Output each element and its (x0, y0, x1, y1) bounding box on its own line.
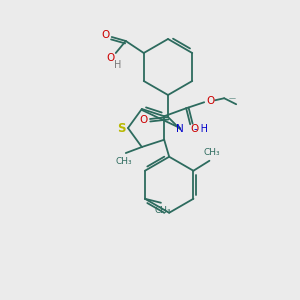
Text: CH₃: CH₃ (203, 148, 220, 157)
Text: S: S (117, 122, 125, 134)
Text: H: H (114, 60, 122, 70)
Text: O: O (190, 124, 198, 134)
Text: CH₃: CH₃ (116, 157, 132, 166)
Text: O: O (140, 115, 148, 125)
Text: - H: - H (194, 124, 208, 134)
Text: O: O (206, 96, 214, 106)
Text: N: N (176, 124, 184, 134)
Text: CH₃: CH₃ (154, 206, 171, 215)
Text: O: O (106, 53, 115, 63)
Text: —: — (229, 95, 236, 101)
Text: O: O (102, 30, 110, 40)
